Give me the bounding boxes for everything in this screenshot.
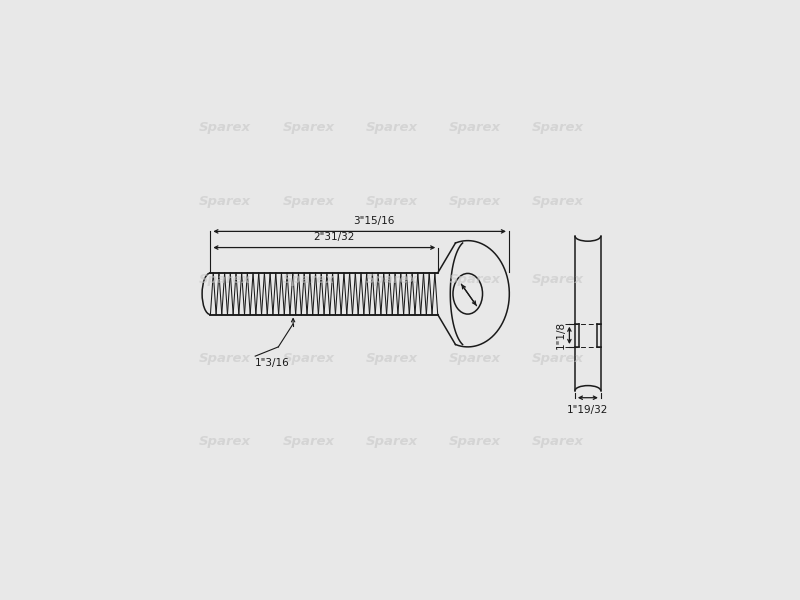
Text: Sparex: Sparex bbox=[199, 352, 251, 365]
Text: Sparex: Sparex bbox=[449, 352, 501, 365]
Text: Sparex: Sparex bbox=[366, 121, 418, 134]
Text: Sparex: Sparex bbox=[366, 352, 418, 365]
Text: Sparex: Sparex bbox=[366, 195, 418, 208]
Text: Sparex: Sparex bbox=[282, 274, 334, 286]
Text: 1"3/16: 1"3/16 bbox=[255, 358, 290, 368]
Text: Sparex: Sparex bbox=[282, 352, 334, 365]
Text: Sparex: Sparex bbox=[449, 435, 501, 448]
Text: Sparex: Sparex bbox=[532, 435, 584, 448]
Text: Sparex: Sparex bbox=[449, 274, 501, 286]
Text: Sparex: Sparex bbox=[199, 274, 251, 286]
Text: Sparex: Sparex bbox=[366, 435, 418, 448]
Text: Sparex: Sparex bbox=[282, 195, 334, 208]
Text: Sparex: Sparex bbox=[282, 435, 334, 448]
Text: 1"1/8: 1"1/8 bbox=[556, 321, 566, 349]
Text: Sparex: Sparex bbox=[199, 195, 251, 208]
Text: Sparex: Sparex bbox=[366, 274, 418, 286]
Text: 2"31/32: 2"31/32 bbox=[313, 232, 354, 242]
Text: 1"19/32: 1"19/32 bbox=[567, 404, 609, 415]
Text: 3"15/16: 3"15/16 bbox=[353, 216, 394, 226]
Text: Sparex: Sparex bbox=[199, 435, 251, 448]
Text: Sparex: Sparex bbox=[532, 195, 584, 208]
Text: Sparex: Sparex bbox=[449, 121, 501, 134]
Text: Sparex: Sparex bbox=[532, 121, 584, 134]
Text: Sparex: Sparex bbox=[449, 195, 501, 208]
Text: Sparex: Sparex bbox=[199, 121, 251, 134]
Text: Sparex: Sparex bbox=[282, 121, 334, 134]
Text: Sparex: Sparex bbox=[532, 274, 584, 286]
Text: Sparex: Sparex bbox=[532, 352, 584, 365]
